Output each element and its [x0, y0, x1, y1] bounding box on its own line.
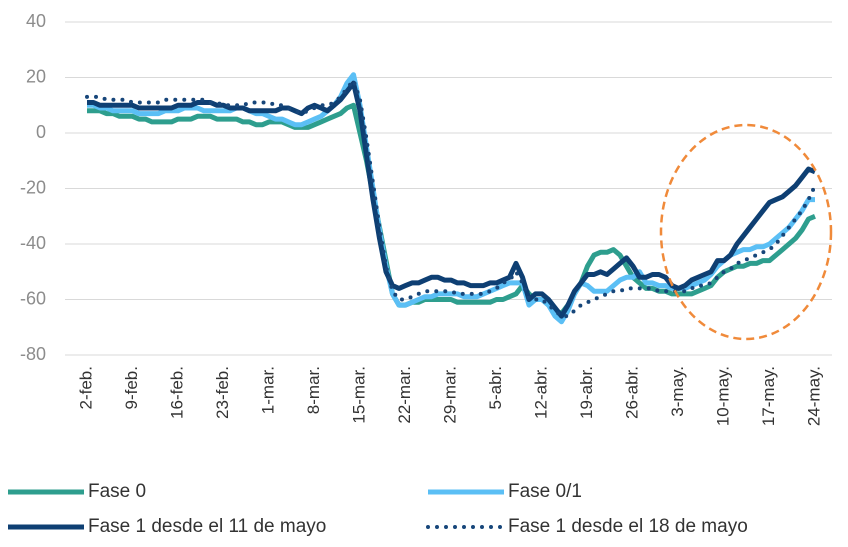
x-tick-label: 1-mar. [258, 366, 277, 414]
legend: Fase 0 Fase 0/1 Fase 1 desde el 11 de mayo… [8, 481, 748, 537]
legend-label: Fase 0 [88, 481, 146, 502]
x-tick-label: 23-feb. [213, 366, 232, 419]
x-tick-label: 10-may. [713, 366, 732, 426]
y-tick-label: 0 [36, 122, 46, 142]
x-tick-label: 26-abr. [622, 366, 641, 419]
y-tick-label: 20 [26, 66, 46, 86]
highlight-ellipse [659, 123, 833, 341]
x-tick-label: 24-may. [804, 366, 823, 426]
legend-label: Fase 1 desde el 18 de mayo [508, 516, 748, 537]
x-tick-label: 16-feb. [167, 366, 186, 419]
series-line [87, 80, 816, 319]
y-tick-label: -40 [20, 233, 46, 253]
x-tick-label: 15-mar. [349, 366, 368, 424]
y-tick-label: 40 [26, 11, 46, 31]
x-tick-label: 8-mar. [304, 366, 323, 414]
x-tick-label: 3-may. [668, 366, 687, 417]
series-line [87, 102, 816, 316]
y-tick-label: -80 [20, 344, 46, 364]
series-line [85, 76, 817, 319]
x-tick-label: 17-may. [759, 366, 778, 426]
grid [65, 21, 832, 356]
legend-label: Fase 0/1 [508, 481, 582, 502]
legend-label: Fase 1 desde el 11 de mayo [88, 516, 326, 537]
axis-labels: -80 -60 -40 -20 0 20 40 2-feb. 9-feb. 16-feb. 23-f… [20, 11, 824, 426]
y-tick-label: -60 [20, 288, 46, 308]
x-tick-label: 22-mar. [395, 366, 414, 424]
x-tick-label: 19-abr. [577, 366, 596, 419]
x-tick-label: 29-mar. [440, 366, 459, 424]
y-tick-label: -20 [20, 177, 46, 197]
x-tick-label: 9-feb. [122, 366, 141, 409]
x-tick-label: 12-abr. [531, 366, 550, 419]
x-tick-label: 2-feb. [76, 366, 95, 409]
series-line [87, 72, 815, 325]
x-tick-label: 5-abr. [486, 366, 505, 409]
plot [85, 72, 817, 325]
